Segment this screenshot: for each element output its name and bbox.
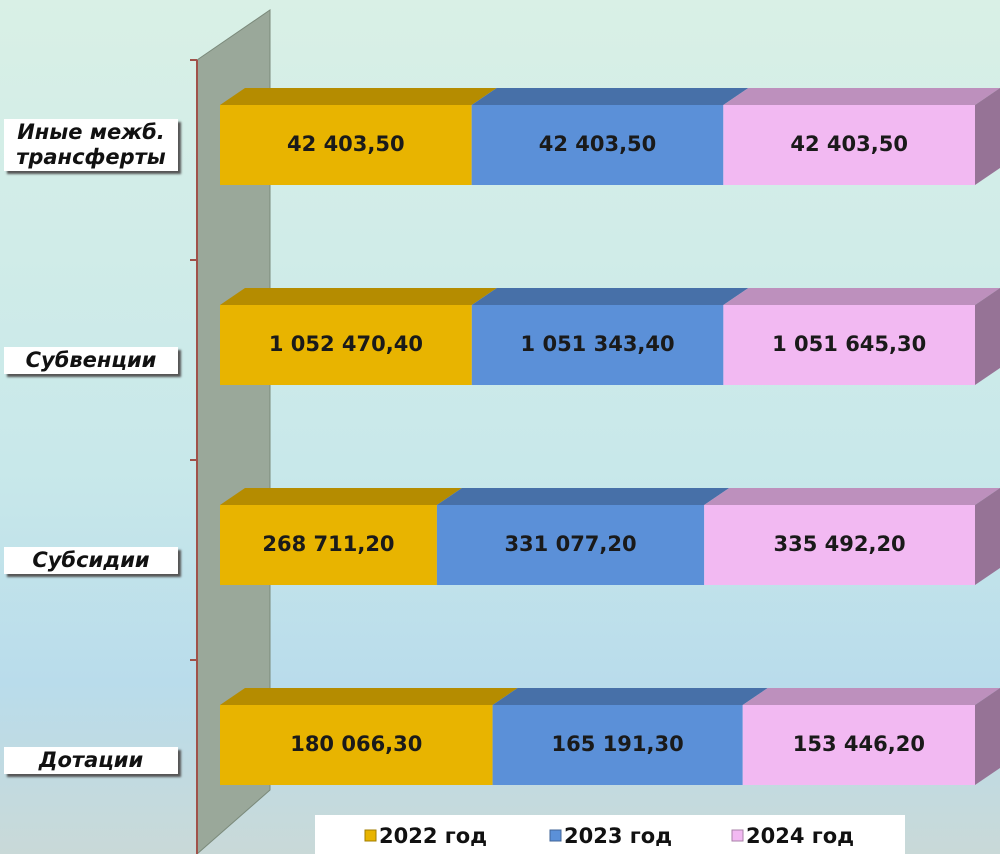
data-label: 42 403,50 xyxy=(790,132,908,156)
legend-marker xyxy=(731,829,744,842)
bar-top xyxy=(220,488,462,505)
bar-top xyxy=(492,688,768,705)
data-label: 1 051 645,30 xyxy=(772,332,926,356)
legend-label: 2023 год xyxy=(564,824,672,848)
bar-top xyxy=(220,88,497,105)
category-label: Иные межб. трансферты xyxy=(4,119,178,171)
legend-label: 2022 год xyxy=(379,824,487,848)
bar xyxy=(471,305,724,385)
legend-marker xyxy=(364,829,377,842)
data-label: 1 052 470,40 xyxy=(269,332,423,356)
bar xyxy=(220,105,472,185)
data-label: 268 711,20 xyxy=(262,532,394,556)
category-label: Субсидии xyxy=(4,546,178,574)
data-label: 165 191,30 xyxy=(552,732,684,756)
bar xyxy=(436,505,705,585)
bar-top xyxy=(436,488,730,505)
bar-side xyxy=(975,488,1000,585)
bar-top xyxy=(742,688,1000,705)
data-label: 331 077,20 xyxy=(504,532,636,556)
bar-side xyxy=(975,688,1000,785)
bar-top xyxy=(723,288,1000,305)
bar xyxy=(723,105,975,185)
legend-box xyxy=(315,815,905,854)
bar xyxy=(220,505,437,585)
bar xyxy=(704,505,975,585)
bar-top xyxy=(704,488,1000,505)
category-label: Дотации xyxy=(4,746,178,774)
data-label: 42 403,50 xyxy=(287,132,405,156)
bar xyxy=(723,305,975,385)
legend-marker xyxy=(549,829,562,842)
data-label: 42 403,50 xyxy=(539,132,657,156)
data-label: 335 492,20 xyxy=(773,532,905,556)
data-label: 1 051 343,40 xyxy=(521,332,675,356)
bar xyxy=(742,705,975,785)
bar-top xyxy=(220,288,497,305)
bar xyxy=(220,705,493,785)
bar xyxy=(492,705,743,785)
bar-top xyxy=(723,88,1000,105)
legend-label: 2024 год xyxy=(746,824,854,848)
bar-top xyxy=(220,688,518,705)
bar-side xyxy=(975,88,1000,185)
bar xyxy=(471,105,724,185)
bar xyxy=(220,305,472,385)
bar-side xyxy=(975,288,1000,385)
category-label: Субвенции xyxy=(4,346,178,374)
bar-top xyxy=(471,288,749,305)
data-label: 180 066,30 xyxy=(290,732,422,756)
bar-top xyxy=(471,88,749,105)
data-label: 153 446,20 xyxy=(793,732,925,756)
